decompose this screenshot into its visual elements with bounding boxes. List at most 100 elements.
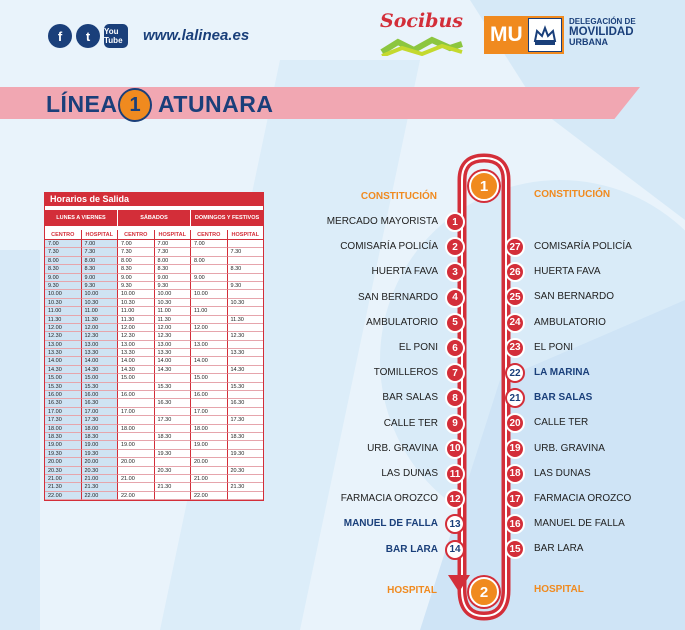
stop-label: AMBULATORIO bbox=[366, 316, 438, 328]
timetable-cell bbox=[118, 483, 155, 492]
timetable-cell bbox=[227, 492, 263, 501]
timetable-cell: 21.30 bbox=[154, 483, 191, 492]
timetable-cell bbox=[227, 307, 263, 316]
stop-number-badge: 9 bbox=[445, 413, 465, 434]
stop-number-badge: 19 bbox=[505, 438, 525, 459]
timetable-cell: 9.30 bbox=[227, 282, 263, 291]
subheader-cell: HOSPITAL bbox=[154, 230, 191, 240]
timetable-cell: 9.30 bbox=[45, 281, 82, 291]
timetable-cell: 7.00 bbox=[118, 240, 155, 249]
timetable-row: 13.00 13.00 13.00 13.00 13.00 bbox=[45, 340, 263, 350]
timetable-row: 17.00 17.00 17.00 17.00 bbox=[45, 407, 263, 417]
timetable-cell bbox=[191, 399, 228, 408]
timetable-cell: 7.00 bbox=[154, 240, 191, 249]
timetable-cell bbox=[227, 458, 263, 467]
timetable-cell: 7.00 bbox=[81, 240, 118, 249]
timetable-row: 19.00 19.00 19.00 19.00 bbox=[45, 441, 263, 450]
timetable-cell: 12.30 bbox=[227, 332, 263, 341]
timetable-row: 19.30 19.30 19.30 19.30 bbox=[45, 449, 263, 459]
stop-number-badge: 3 bbox=[445, 262, 465, 283]
stop-number-badge: 11 bbox=[445, 464, 465, 484]
stop-label: MANUEL DE FALLA bbox=[343, 518, 438, 530]
timetable-cell: 21.00 bbox=[118, 474, 155, 484]
timetable-cell: 10.30 bbox=[81, 298, 118, 308]
timetable-cell bbox=[118, 432, 155, 442]
timetable-cell: 17.30 bbox=[81, 416, 118, 425]
stop-number-badge: 25 bbox=[505, 287, 525, 308]
timetable-cell: 11.30 bbox=[118, 315, 155, 324]
timetable-cell bbox=[191, 416, 228, 425]
timetable-cell: 22.00 bbox=[118, 491, 155, 501]
timetable-row: 14.00 14.00 14.00 14.00 14.00 bbox=[45, 357, 263, 366]
stop-label: MERCADO MAYORISTA bbox=[326, 216, 438, 227]
stop-label: CALLE TER bbox=[534, 417, 589, 429]
timetable-cell: 20.00 bbox=[45, 458, 82, 467]
stop-number-badge: 1 bbox=[445, 212, 465, 232]
timetable-cell bbox=[227, 408, 263, 417]
timetable-cell: 11.30 bbox=[81, 315, 118, 324]
timetable-cell: 12.30 bbox=[81, 332, 118, 341]
timetable-cell: 8.30 bbox=[118, 265, 155, 274]
stop-label: LAS DUNAS bbox=[381, 468, 438, 479]
website-link[interactable]: www.lalinea.es bbox=[143, 27, 250, 44]
timetable-cell bbox=[154, 374, 191, 383]
direction-arrow bbox=[448, 575, 470, 592]
timetable-cell: 22.00 bbox=[191, 491, 228, 501]
timetable-row: 7.30 7.30 7.30 7.30 7.30 bbox=[45, 248, 263, 257]
facebook-icon[interactable]: f bbox=[48, 24, 72, 48]
timetable-cell: 20.30 bbox=[154, 466, 191, 475]
timetable-cell: 18.00 bbox=[191, 424, 228, 433]
socibus-logo: Socibus bbox=[378, 8, 464, 58]
delegacion-text: DELEGACIÓN DE MOVILIDAD URBANA bbox=[569, 17, 679, 48]
timetable-cell: 7.30 bbox=[45, 248, 82, 257]
stop-number-badge: 8 bbox=[445, 388, 465, 409]
timetable-cell: 9.00 bbox=[191, 273, 228, 282]
timetable-cell: 19.00 bbox=[118, 441, 155, 450]
timetable-cell bbox=[154, 391, 191, 400]
stop-label: BAR LARA bbox=[385, 543, 438, 555]
timetable-cell: 10.30 bbox=[227, 299, 263, 308]
timetable-cell: 17.30 bbox=[227, 416, 263, 425]
timetable-cell: 12.00 bbox=[191, 323, 228, 333]
stop-label: LAS DUNAS bbox=[534, 467, 591, 479]
timetable-cell: 20.00 bbox=[118, 458, 155, 467]
timetable-cell: 15.30 bbox=[227, 383, 263, 392]
twitter-icon[interactable]: t bbox=[76, 24, 100, 48]
timetable-cell: 14.00 bbox=[81, 357, 118, 366]
timetable-cell bbox=[154, 458, 191, 467]
timetable-cell: 9.00 bbox=[154, 273, 191, 282]
timetable-cell: 14.00 bbox=[118, 357, 155, 366]
timetable-cell: 10.30 bbox=[45, 298, 82, 308]
timetable-cell: 16.30 bbox=[227, 399, 263, 408]
timetable-cell: 11.00 bbox=[191, 307, 228, 316]
youtube-icon[interactable]: You Tube bbox=[104, 24, 128, 48]
stop-number-badge: 13 bbox=[445, 514, 465, 535]
timetable-cell: 15.00 bbox=[118, 374, 155, 383]
timetable-row: 21.30 21.30 21.30 21.30 bbox=[45, 483, 263, 492]
timetable-cell: 11.00 bbox=[45, 307, 82, 316]
social-icons: f t You Tube bbox=[48, 24, 128, 48]
timetable-cell: 11.30 bbox=[45, 315, 82, 324]
timetable-cell: 21.30 bbox=[227, 483, 263, 492]
timetable-subheader: CENTRO HOSPITAL CENTRO HOSPITAL CENTRO H… bbox=[45, 230, 263, 240]
timetable-cell: 21.00 bbox=[45, 474, 82, 484]
timetable-cell: 7.30 bbox=[227, 248, 263, 257]
stop-number-badge: 23 bbox=[505, 337, 525, 358]
timetable-cell bbox=[227, 374, 263, 383]
timetable-cell bbox=[154, 474, 191, 484]
timetable-cell: 17.00 bbox=[81, 407, 118, 417]
stop-label: EL PONI bbox=[398, 342, 438, 353]
timetable-cell: 17.00 bbox=[191, 407, 228, 417]
timetable-cell: 8.00 bbox=[118, 256, 155, 266]
stop-number-badge: 14 bbox=[445, 539, 465, 560]
timetable-cell: 8.30 bbox=[227, 265, 263, 274]
stop-label: COMISARÍA POLICÍA bbox=[534, 241, 632, 252]
timetable-cell bbox=[191, 265, 228, 274]
delegacion-line-2: MOVILIDAD bbox=[569, 26, 634, 39]
stop-number-badge: 4 bbox=[445, 287, 465, 308]
stop-number-badge: 26 bbox=[505, 262, 525, 283]
socibus-logo-graphic bbox=[380, 36, 463, 58]
timetable-cell bbox=[227, 257, 263, 266]
timetable-cell: 18.00 bbox=[81, 424, 118, 433]
stop-label: COMISARÍA POLICÍA bbox=[340, 241, 438, 253]
